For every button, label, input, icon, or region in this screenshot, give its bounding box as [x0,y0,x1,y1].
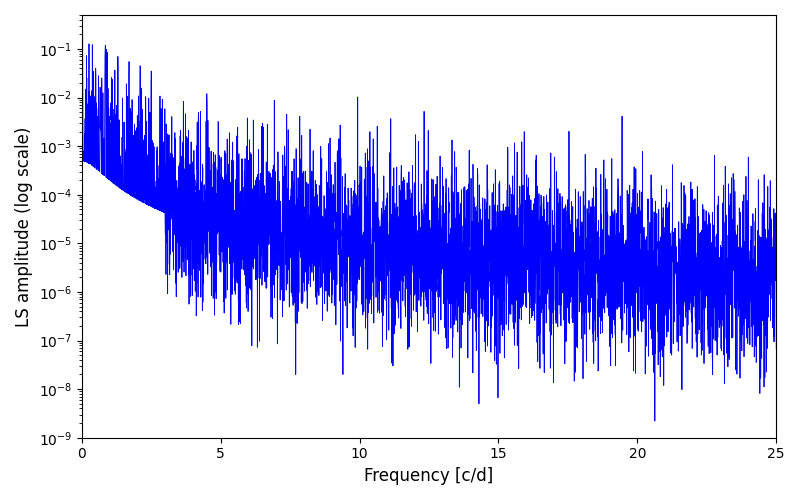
X-axis label: Frequency [c/d]: Frequency [c/d] [364,467,494,485]
Y-axis label: LS amplitude (log scale): LS amplitude (log scale) [15,126,33,326]
